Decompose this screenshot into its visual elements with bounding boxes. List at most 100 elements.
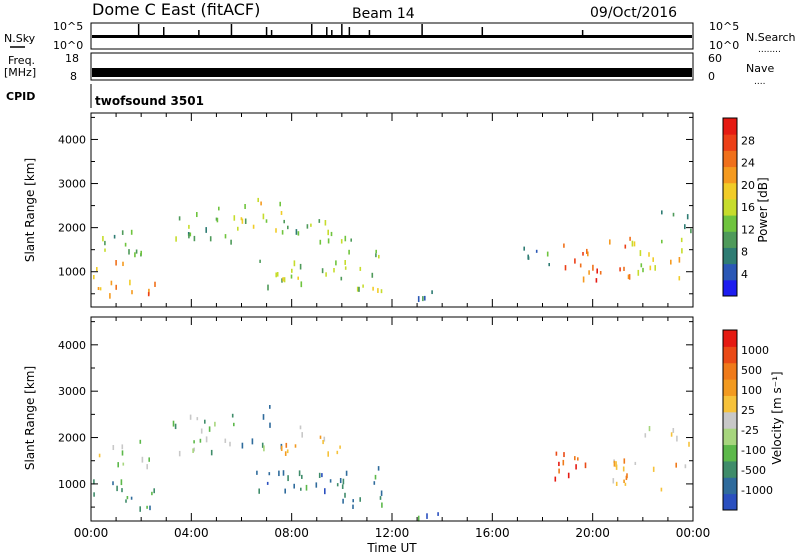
nave-trace [92,68,692,77]
power-data-cell [290,274,293,279]
power-data-cell [224,234,227,239]
velocity-data-cell [178,450,181,457]
velocity-data-cell [141,456,144,463]
velocity-data-cell [336,483,339,487]
velocity-data-cell [672,428,675,433]
power-data-cell [642,267,644,273]
velocity-data-cell [327,451,329,457]
power-data-cell [129,279,131,286]
power-data-cell [678,257,681,263]
freq-nave-panel: Freq. [MHz] 18 8 60 0 Nave .... [4,52,774,87]
velocity-data-cell [563,452,565,458]
power-y-axis-label: Slant Range [km] [23,158,37,262]
velocity-data-cell [554,476,557,482]
velocity-colorbar-tick-label: -500 [741,464,766,477]
freq-tick-bottom: 8 [70,70,77,83]
velocity-data-cell [373,481,376,485]
power-data-cell [359,266,362,271]
velocity-data-cell [284,488,286,494]
power-data-cell [297,231,300,236]
velocity-data-cell [567,472,570,479]
velocity-colorbar-swatch [723,379,737,396]
velocity-panel: 1000 2000 3000 4000 Slant Range [km] [23,316,694,522]
velocity-data-cell [575,464,577,470]
power-axes-frame [90,112,694,308]
power-data-cell [237,226,239,231]
power-data-cell [599,271,602,275]
velocity-data-cell [139,506,141,512]
power-data-cell [648,252,650,257]
power-colorbar-tick-label: 8 [741,246,748,259]
velocity-data-cell [634,461,637,465]
velocity-data-cell [117,462,119,468]
power-data-cell [335,260,337,266]
velocity-data-cell [268,472,271,476]
velocity-data-cell [329,479,332,483]
velocity-colorbar-swatch [723,493,737,511]
velocity-data-cell [151,491,153,496]
velocity-data-cell [256,470,258,475]
velocity-data-cell [262,414,265,420]
power-data-cell [344,235,347,242]
power-data-cell [592,264,594,271]
power-data-cell [193,235,196,242]
noise-tick-left-top: 10^5 [53,20,83,33]
power-data-cell [380,289,383,294]
velocity-data-cell [652,466,655,472]
power-data-cell [281,278,283,283]
velocity-data-cell [684,464,687,469]
power-data-cell [260,201,262,206]
velocity-data-cell [210,449,213,456]
power-data-cell [295,229,298,235]
power-data-cell [124,242,127,247]
velocity-data-cell [321,473,323,478]
velocity-colorbar-swatch [723,411,737,429]
velocity-data-cell [562,459,565,466]
velocity-data-cell [352,504,354,509]
velocity-data-cell [339,478,342,484]
freq-label: Freq. [8,54,35,67]
velocity-data-cell [93,479,95,485]
power-panel: 1000 2000 3000 4000 Slant Range [km] [23,112,694,308]
velocity-data-cell [269,422,271,428]
nsearch-legend-marker: ........ [758,45,781,55]
power-colorbar-swatch [723,150,737,168]
velocity-colorbar-swatch [723,346,737,364]
cpid-label: CPID [6,90,35,103]
power-data-cell [300,281,303,288]
power-colorbar-swatch [723,134,737,151]
velocity-data-cell [121,450,124,456]
velocity-colorbar: Velocity [m s⁻¹] 1000 500 100 25 -25 -100 -500… [722,329,784,511]
nave-legend-marker: .... [754,77,765,87]
velocity-data-cell [261,442,264,448]
velocity-y-tick-label: 2000 [58,432,86,445]
power-data-cell [649,265,652,271]
power-data-cell [587,251,589,257]
power-axes: 1000 2000 3000 4000 [58,113,694,307]
velocity-data-cell [126,496,129,500]
velocity-data-cell [269,405,271,409]
velocity-data-cell [263,445,265,452]
velocity-colorbar-tick-label: 100 [741,384,762,397]
velocity-data-cell [214,421,216,427]
velocity-data-cell [174,423,177,430]
power-data-cell [134,252,136,258]
beam-label: Beam 14 [352,6,415,22]
power-data-cell [535,249,538,253]
velocity-data-cell [231,413,234,418]
velocity-colorbar-swatch [723,330,737,347]
velocity-data-cell [301,432,303,438]
power-data-cell [344,260,346,265]
velocity-data-cell [284,451,287,456]
velocity-colorbar-tick-label: -1000 [741,484,773,497]
power-data-cell [333,268,335,273]
velocity-data-cell [670,432,673,437]
velocity-data-cell [120,479,123,486]
power-data-cell [109,293,111,299]
noise-tick-left-bottom: 10^0 [53,39,83,52]
velocity-data-cell [584,462,587,469]
velocity-data-cell [192,448,194,453]
power-data-cell [188,224,190,229]
velocity-data-cell [615,461,617,468]
